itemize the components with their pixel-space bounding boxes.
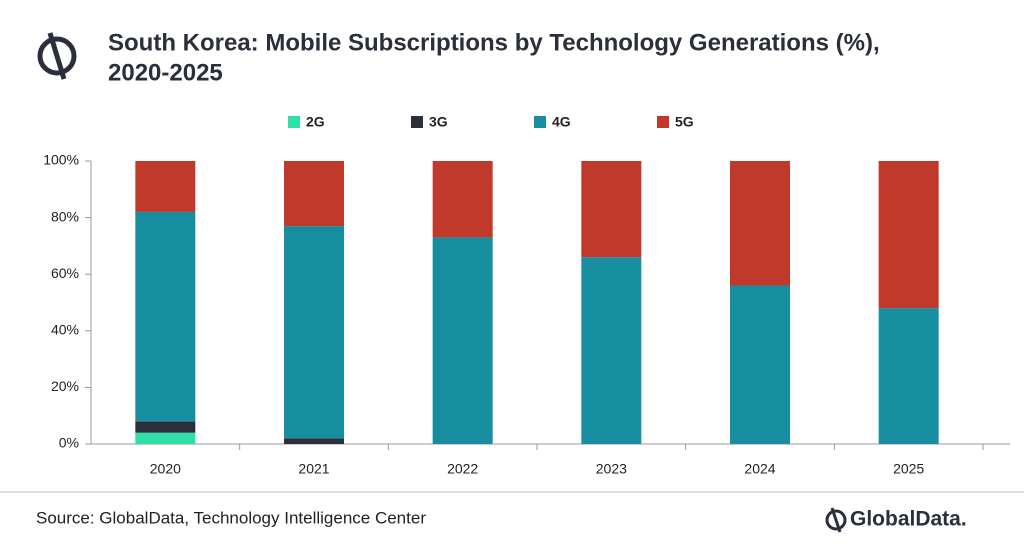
bar-segment bbox=[135, 211, 196, 422]
bar-segment bbox=[878, 308, 939, 444]
brand: GlobalData. bbox=[850, 508, 967, 531]
logo-icon bbox=[37, 32, 77, 80]
y-tick-label: 40% bbox=[51, 322, 79, 338]
legend-swatch bbox=[534, 116, 546, 128]
x-tick-label: 2025 bbox=[893, 461, 924, 477]
bar-segment bbox=[284, 226, 344, 439]
bar-segment bbox=[284, 438, 344, 444]
legend-label: 2G bbox=[306, 114, 325, 130]
bar-segment bbox=[730, 285, 790, 444]
source: Source: GlobalData, Technology Intellige… bbox=[36, 508, 426, 527]
brand-icon bbox=[825, 507, 847, 533]
legend-label: 4G bbox=[552, 114, 571, 130]
bar-segment bbox=[581, 257, 642, 444]
y-tick-label: 0% bbox=[59, 435, 79, 451]
x-tick-label: 2023 bbox=[596, 461, 627, 477]
x-tick-label: 2020 bbox=[150, 461, 181, 477]
bar-segment bbox=[730, 161, 790, 286]
x-tick-label: 2022 bbox=[447, 461, 478, 477]
bar-segment bbox=[432, 161, 493, 238]
y-tick-label: 20% bbox=[51, 378, 79, 394]
legend-label: 5G bbox=[675, 114, 694, 130]
bar-segment bbox=[135, 161, 196, 212]
legend-label: 3G bbox=[429, 114, 448, 130]
y-tick-label: 80% bbox=[51, 208, 79, 224]
bar-segment bbox=[581, 161, 642, 258]
chart-title: South Korea: Mobile Subscriptions by Tec… bbox=[108, 29, 880, 56]
bar-segment bbox=[284, 161, 344, 227]
y-tick-label: 60% bbox=[51, 265, 79, 281]
legend-swatch bbox=[411, 116, 423, 128]
legend-swatch bbox=[288, 116, 300, 128]
bar-segment bbox=[432, 237, 493, 444]
bar-segment bbox=[878, 161, 939, 309]
bar-segment bbox=[135, 421, 196, 433]
x-tick-label: 2021 bbox=[298, 461, 329, 477]
chart-subtitle: 2020-2025 bbox=[108, 59, 223, 86]
bar-segment bbox=[135, 432, 196, 444]
x-tick-label: 2024 bbox=[744, 461, 775, 477]
legend-swatch bbox=[657, 116, 669, 128]
y-tick-label: 100% bbox=[43, 152, 79, 168]
